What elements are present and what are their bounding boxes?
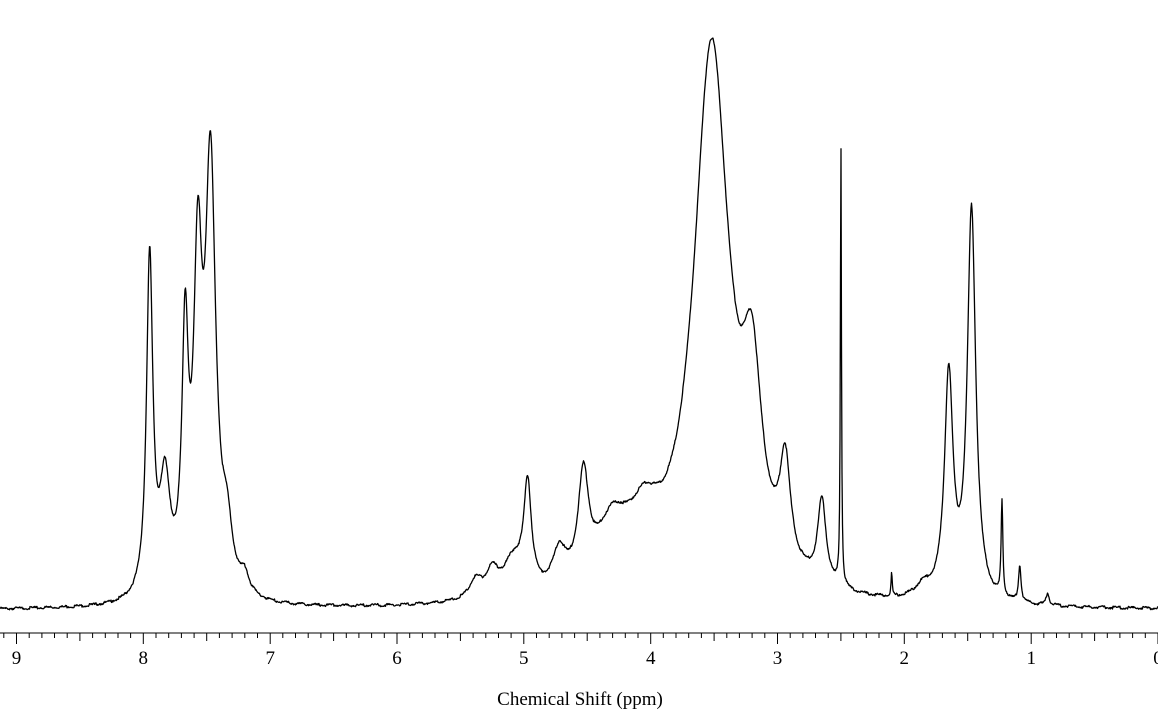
plot-area [0, 37, 1158, 611]
x-axis-title: Chemical Shift (ppm) [497, 689, 663, 710]
major-ticks [16, 633, 1158, 644]
tick-labels: 9 8 7 6 5 4 3 2 1 0 [12, 648, 1158, 669]
x-tick-label: 7 [265, 648, 275, 669]
x-tick-label: 8 [139, 648, 149, 669]
x-tick-label: 1 [1026, 648, 1036, 669]
x-tick-label: 5 [519, 648, 529, 669]
spectrum-line [0, 37, 1158, 611]
x-axis: 9 8 7 6 5 4 3 2 1 0 [0, 632, 1158, 669]
x-tick-label: 3 [773, 648, 783, 669]
x-tick-label: 2 [900, 648, 910, 669]
x-tick-label: 0 [1153, 648, 1158, 669]
minor-ticks [3, 633, 1146, 641]
x-tick-label: 6 [392, 648, 402, 669]
x-tick-label: 4 [646, 648, 656, 669]
x-tick-label: 9 [12, 648, 22, 669]
